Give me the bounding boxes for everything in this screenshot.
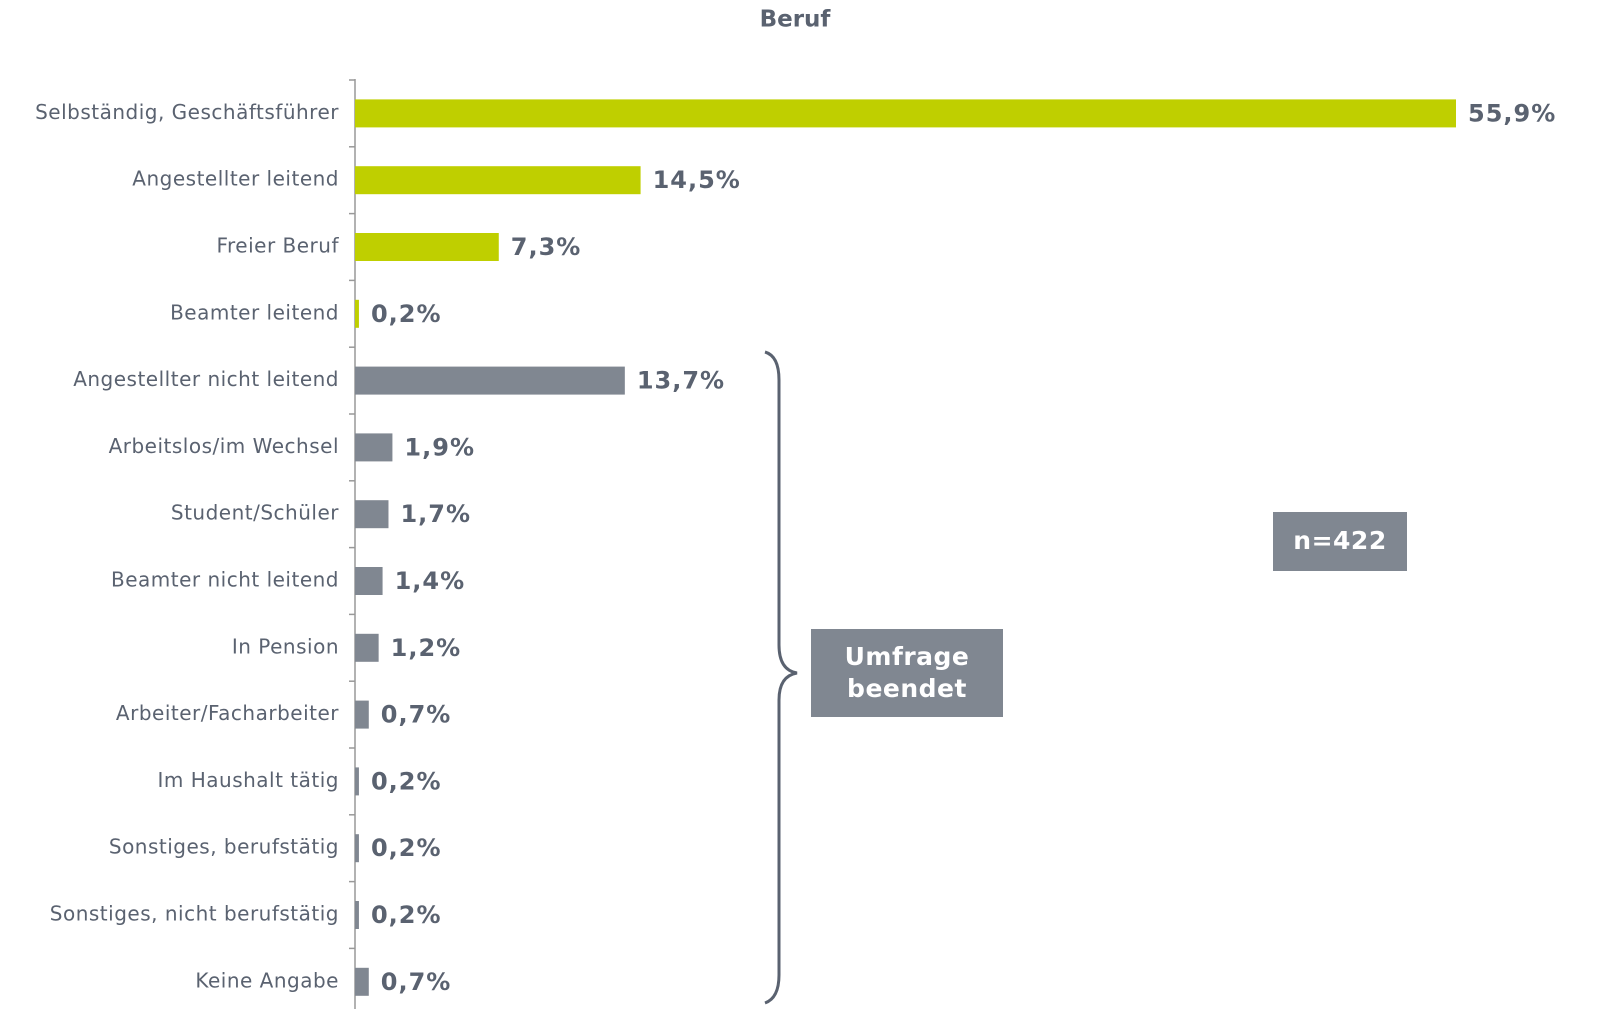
bar <box>355 901 359 929</box>
y-tick-label: Keine Angabe <box>195 968 339 992</box>
y-tick-label: Angestellter nicht leitend <box>73 367 339 391</box>
bar <box>355 366 625 395</box>
value-label: 0,7% <box>381 701 452 729</box>
y-tick-label: Beamter nicht leitend <box>111 568 339 592</box>
y-tick-label: Arbeitslos/im Wechsel <box>109 434 339 458</box>
annotation: Umfrage <box>845 642 970 671</box>
y-tick-label: Beamter leitend <box>170 300 339 324</box>
annotation: beendet <box>847 674 967 703</box>
y-tick-label: Angestellter leitend <box>132 167 339 191</box>
annotation-box <box>1273 512 1407 571</box>
value-label: 0,2% <box>371 901 442 929</box>
y-tick-label: Arbeiter/Facharbeiter <box>116 701 339 725</box>
y-tick-label: Sonstiges, berufstätig <box>109 835 339 859</box>
annotation-box <box>811 629 1003 717</box>
value-label: 0,7% <box>381 968 452 996</box>
bar <box>355 166 641 195</box>
value-label: 1,9% <box>404 433 475 461</box>
value-label: 1,7% <box>400 500 471 528</box>
annotation: n=422 <box>1293 526 1386 555</box>
value-label: 55,9% <box>1468 99 1556 127</box>
value-label: 0,2% <box>371 767 442 795</box>
value-label: 1,4% <box>395 567 466 595</box>
value-label: 7,3% <box>511 233 582 261</box>
brace <box>764 350 798 1005</box>
value-label: 0,2% <box>371 834 442 862</box>
bar <box>355 767 359 796</box>
y-tick-label: Student/Schüler <box>171 501 339 525</box>
bar <box>355 967 369 996</box>
bar <box>355 233 499 261</box>
value-label: 13,7% <box>637 367 725 395</box>
bar <box>355 633 379 662</box>
chart-title: Beruf <box>760 7 832 33</box>
bar <box>355 700 369 729</box>
bar <box>355 567 383 595</box>
value-label: 1,2% <box>391 634 462 662</box>
y-tick-label: Im Haushalt tätig <box>157 768 339 792</box>
bar <box>355 500 389 529</box>
value-label: 0,2% <box>371 300 442 328</box>
bar <box>355 299 359 328</box>
bar <box>355 834 359 863</box>
bar <box>355 433 393 462</box>
y-tick-label: Sonstiges, nicht berufstätig <box>50 902 339 926</box>
bar <box>355 99 1456 128</box>
y-tick-label: Selbständig, Geschäftsführer <box>35 100 339 124</box>
value-label: 14,5% <box>653 166 741 194</box>
y-tick-label: In Pension <box>232 634 339 658</box>
y-tick-label: Freier Beruf <box>216 234 339 258</box>
